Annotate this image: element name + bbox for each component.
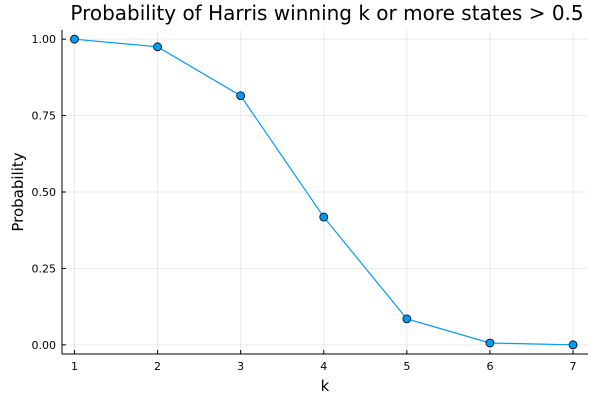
data-point [236,91,246,101]
data-point [485,338,495,348]
grid [62,30,588,354]
data-point [319,212,329,222]
x-tick-label: 6 [486,360,493,373]
x-axis-label: k [321,377,330,395]
ticks: 1 2 3 4 5 6 7 0.00 0.25 0.50 0.75 1.00 [32,33,577,373]
chart-title: Probability of Harris winning k or more … [70,1,583,25]
y-tick-label: 0.00 [32,339,57,352]
y-tick-label: 0.50 [32,186,57,199]
y-tick-label: 0.25 [32,262,57,275]
x-tick-label: 7 [570,360,577,373]
data-point [70,34,79,44]
data-point [402,314,412,324]
x-tick-label: 1 [71,360,78,373]
x-tick-label: 5 [403,360,410,373]
y-axis-label: Probability [9,152,27,231]
x-tick-label: 2 [154,360,161,373]
series [70,34,578,350]
x-tick-label: 4 [320,360,327,373]
x-tick-label: 3 [237,360,244,373]
y-tick-label: 1.00 [32,33,57,46]
data-point [153,42,162,52]
data-point [568,340,578,350]
y-tick-label: 0.75 [32,110,57,123]
